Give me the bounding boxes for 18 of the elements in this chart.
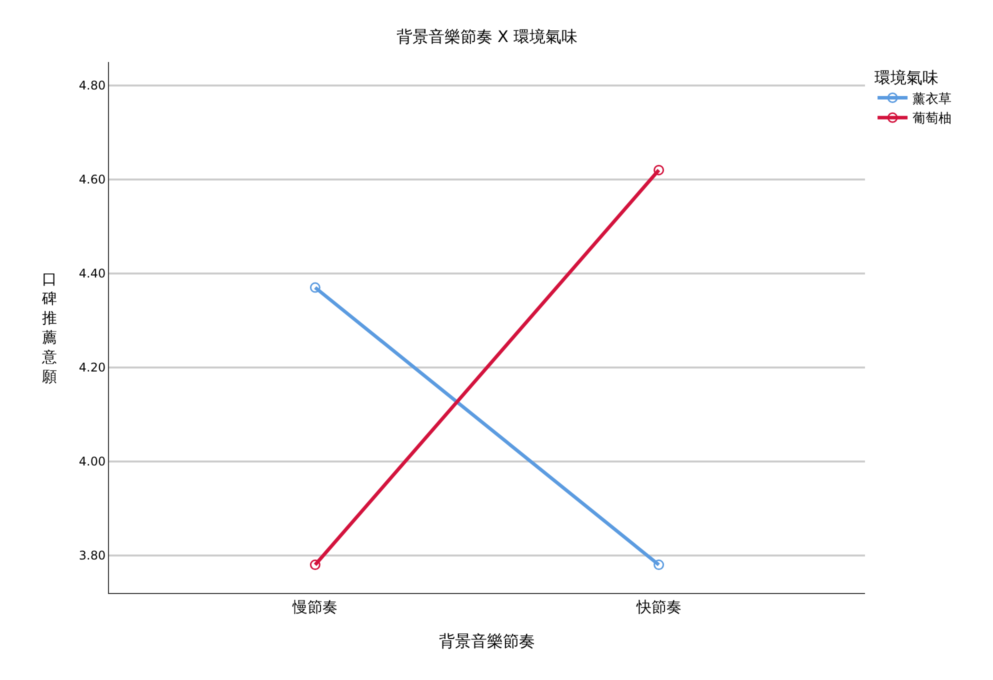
legend-label: 葡萄柚 [912, 112, 952, 127]
legend-label: 薰衣草 [912, 92, 952, 107]
x-tick-label: 慢節奏 [292, 598, 338, 616]
point [310, 282, 320, 293]
y-axis-title: 口碑推薦意願 [41, 270, 57, 386]
point [310, 560, 320, 570]
y-tick-label: 4.00 [78, 454, 106, 469]
y-tick-label: 4.60 [78, 172, 106, 187]
y-tick-label: 4.40 [78, 266, 106, 281]
chart-title: 背景音樂節奏 X 環境氣味 [396, 26, 578, 46]
point [654, 164, 664, 176]
y-tick-label: 4.80 [78, 78, 106, 93]
x-axis-title: 背景音樂節奏 [439, 632, 535, 651]
point [654, 560, 664, 570]
y-tick-label: 3.80 [78, 548, 106, 563]
x-tick-label: 快節奏 [635, 598, 682, 616]
y-tick-label: 4.20 [78, 360, 106, 375]
legend-title: 環境氣味 [874, 68, 939, 87]
